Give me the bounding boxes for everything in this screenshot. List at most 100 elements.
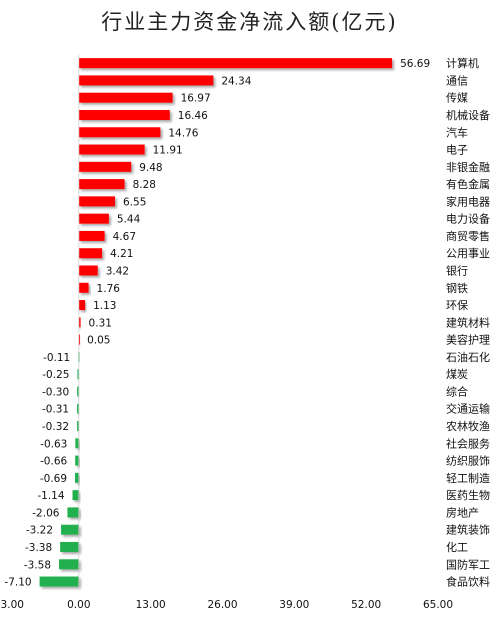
category-label-钢铁: 钢铁 <box>446 282 468 295</box>
category-label-环保: 环保 <box>446 298 468 312</box>
value-label-建筑材料: 0.31 <box>89 317 112 329</box>
category-label-农林牧渔: 农林牧渔 <box>446 419 490 433</box>
x-tick-label: 0.00 <box>67 599 90 611</box>
chart-title: 行业主力资金净流入额(亿元) <box>101 10 398 34</box>
value-label-国防军工: -3.58 <box>24 559 51 571</box>
bar-通信 <box>78 75 214 86</box>
value-label-交通运输: -0.31 <box>42 404 69 416</box>
bar-轻工制造 <box>75 472 79 483</box>
category-label-传媒: 传媒 <box>446 92 468 105</box>
bar-银行 <box>78 265 98 276</box>
category-label-公用事业: 公用事业 <box>446 247 490 260</box>
value-label-环保: 1.13 <box>93 300 116 312</box>
value-label-石油石化: -0.11 <box>43 352 70 364</box>
x-tick-label: 13.00 <box>136 599 166 611</box>
value-label-银行: 3.42 <box>106 266 129 278</box>
category-label-银行: 银行 <box>446 264 468 278</box>
value-label-煤炭: -0.25 <box>42 369 69 381</box>
value-label-商贸零售: 4.67 <box>113 231 136 243</box>
category-label-房地产: 房地产 <box>446 505 479 519</box>
value-label-公用事业: 4.21 <box>110 248 133 260</box>
bar-综合 <box>77 386 79 397</box>
category-label-非银金融: 非银金融 <box>446 160 490 174</box>
category-label-电力设备: 电力设备 <box>446 212 490 226</box>
x-tick-label: 65.00 <box>423 599 453 611</box>
category-label-建筑装饰: 建筑装饰 <box>446 523 490 537</box>
bar-化工 <box>60 541 79 552</box>
category-label-石油石化: 石油石化 <box>446 350 490 364</box>
category-label-食品饮料: 食品饮料 <box>446 575 490 589</box>
bar-房地产 <box>67 507 79 518</box>
category-label-纺织服饰: 纺织服饰 <box>446 454 490 468</box>
category-label-建筑材料: 建筑材料 <box>446 315 490 329</box>
category-label-综合: 综合 <box>446 384 468 398</box>
value-label-钢铁: 1.76 <box>97 283 121 295</box>
value-label-有色金属: 8.28 <box>133 179 156 191</box>
bar-建筑材料 <box>78 317 81 328</box>
category-label-计算机: 计算机 <box>446 56 479 70</box>
bar-电子 <box>78 144 145 155</box>
category-label-家用电器: 家用电器 <box>446 194 490 208</box>
bar-环保 <box>78 300 86 311</box>
bar-传媒 <box>78 92 173 103</box>
value-label-建筑装饰: -3.22 <box>26 525 53 537</box>
bar-纺织服饰 <box>75 455 79 466</box>
x-tick-label: 26.00 <box>207 599 237 611</box>
x-tick-label: 39.00 <box>279 599 309 611</box>
value-label-化工: -3.38 <box>25 542 52 554</box>
bar-建筑装饰 <box>61 524 79 535</box>
bar-交通运输 <box>77 403 79 414</box>
bar-非银金融 <box>78 161 132 172</box>
bar-煤炭 <box>77 369 79 380</box>
category-label-社会服务: 社会服务 <box>446 436 490 450</box>
bar-汽车 <box>78 127 161 138</box>
value-label-农林牧渔: -0.32 <box>42 421 69 433</box>
value-label-非银金融: 9.48 <box>139 162 162 174</box>
category-label-汽车: 汽车 <box>446 125 468 139</box>
category-label-电子: 电子 <box>446 144 468 157</box>
bar-国防军工 <box>59 559 79 570</box>
value-label-传媒: 16.97 <box>181 93 211 105</box>
bar-机械设备 <box>78 109 170 120</box>
category-label-国防军工: 国防军工 <box>446 557 490 571</box>
value-label-计算机: 56.69 <box>400 58 430 70</box>
value-label-家用电器: 6.55 <box>123 196 146 208</box>
bar-钢铁 <box>78 282 89 293</box>
value-label-机械设备: 16.46 <box>178 110 208 122</box>
value-label-汽车: 14.76 <box>168 127 198 139</box>
bar-商贸零售 <box>78 230 105 241</box>
value-label-房地产: -2.06 <box>32 507 59 519</box>
category-label-化工: 化工 <box>446 540 468 554</box>
bar-美容护理 <box>78 334 81 345</box>
category-label-交通运输: 交通运输 <box>446 402 490 416</box>
category-label-美容护理: 美容护理 <box>446 333 490 347</box>
value-label-电子: 11.91 <box>153 145 183 157</box>
category-label-医药生物: 医药生物 <box>446 488 490 502</box>
bar-电力设备 <box>78 213 109 224</box>
bar-公用事业 <box>78 248 103 259</box>
bar-医药生物 <box>72 490 79 501</box>
bar-有色金属 <box>78 179 125 190</box>
category-label-商贸零售: 商贸零售 <box>446 229 490 243</box>
value-label-社会服务: -0.63 <box>40 438 67 450</box>
bar-农林牧渔 <box>77 421 79 432</box>
value-label-医药生物: -1.14 <box>37 490 64 502</box>
category-label-机械设备: 机械设备 <box>446 108 490 122</box>
category-label-煤炭: 煤炭 <box>446 368 468 381</box>
category-label-有色金属: 有色金属 <box>446 177 490 191</box>
value-label-综合: -0.30 <box>42 386 69 398</box>
value-label-食品饮料: -7.10 <box>4 577 31 589</box>
value-label-通信: 24.34 <box>221 75 251 87</box>
category-label-通信: 通信 <box>446 74 468 87</box>
value-label-轻工制造: -0.69 <box>40 473 67 485</box>
x-tick-label: 52.00 <box>351 599 381 611</box>
value-label-纺织服饰: -0.66 <box>40 456 67 468</box>
bar-家用电器 <box>78 196 116 207</box>
bar-计算机 <box>78 58 393 69</box>
category-label-轻工制造: 轻工制造 <box>446 471 490 485</box>
bar-食品饮料 <box>39 576 79 587</box>
bar-社会服务 <box>75 438 79 449</box>
x-tick-label: -13.00 <box>0 599 24 611</box>
value-label-电力设备: 5.44 <box>117 214 141 226</box>
